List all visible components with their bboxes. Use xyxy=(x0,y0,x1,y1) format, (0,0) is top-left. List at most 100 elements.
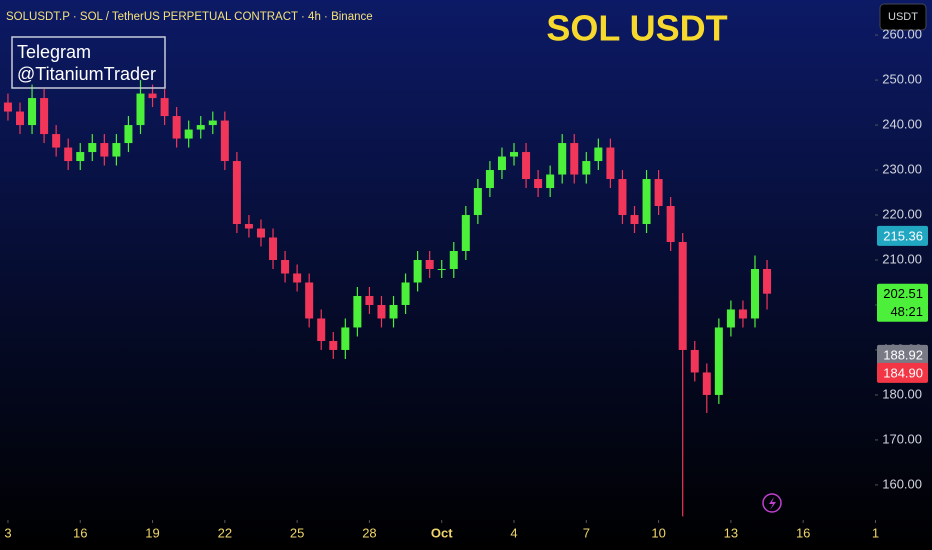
candle-body xyxy=(208,120,217,126)
candle-body xyxy=(714,327,723,395)
x-tick-label: 3 xyxy=(4,525,11,540)
candle-body xyxy=(16,111,25,126)
candle-body xyxy=(305,282,314,319)
x-tick-label: 1 xyxy=(872,525,879,540)
candle-body xyxy=(256,228,265,238)
x-tick-label: 10 xyxy=(651,525,665,540)
candle-body xyxy=(630,215,639,225)
x-tick-label: 22 xyxy=(218,525,232,540)
candle-body xyxy=(184,129,193,139)
y-tick-label: 260.00 xyxy=(882,27,922,42)
candle-body xyxy=(726,309,735,328)
candle-body xyxy=(690,349,699,373)
candle-body xyxy=(546,174,555,189)
x-tick-label: 19 xyxy=(145,525,159,540)
plot-area xyxy=(3,34,878,523)
candle-body xyxy=(124,125,133,144)
price-label-box xyxy=(877,362,928,383)
candle-body xyxy=(3,102,12,112)
alert-icon-bolt[interactable] xyxy=(769,497,776,510)
x-tick-label: 7 xyxy=(583,525,590,540)
candle-body xyxy=(522,152,531,180)
candle-body xyxy=(244,224,253,229)
candle-body xyxy=(329,340,338,350)
candle-body xyxy=(485,170,494,189)
x-tick-label: 16 xyxy=(73,525,87,540)
currency-button-label[interactable]: USDT xyxy=(888,11,918,23)
candle-body xyxy=(136,93,145,126)
y-tick-label: 180.00 xyxy=(882,386,922,401)
candle-body xyxy=(317,318,326,341)
price-label: 188.92 xyxy=(883,347,923,362)
candle-body xyxy=(570,143,579,175)
candle-body xyxy=(654,179,663,207)
candle-body xyxy=(220,120,229,162)
candle-body xyxy=(196,125,205,130)
y-tick-label: 170.00 xyxy=(882,431,922,446)
x-tick-label: 16 xyxy=(796,525,810,540)
candle-body xyxy=(437,268,446,270)
x-tick-label: 28 xyxy=(362,525,376,540)
candle-body xyxy=(377,304,386,319)
candle-body xyxy=(365,295,374,305)
chart-title: SOL USDT xyxy=(546,8,727,49)
candle-body xyxy=(425,260,434,269)
candle-body xyxy=(293,273,302,283)
y-tick-label: 230.00 xyxy=(882,161,922,176)
x-tick-label: 25 xyxy=(290,525,304,540)
candle-body xyxy=(642,179,651,225)
candle-body xyxy=(750,268,759,319)
candle-body xyxy=(473,188,482,216)
y-tick-label: 240.00 xyxy=(882,116,922,131)
candle-body xyxy=(389,304,398,319)
candle-body xyxy=(413,260,422,283)
x-tick-label: 13 xyxy=(724,525,738,540)
candle-body xyxy=(582,161,591,175)
y-tick-label: 250.00 xyxy=(882,72,922,87)
candle-body xyxy=(172,116,181,139)
x-tick-label: Oct xyxy=(431,525,453,540)
candle-body xyxy=(281,260,290,274)
candle-body xyxy=(112,143,121,157)
price-label: 215.36 xyxy=(883,228,923,243)
price-label-box xyxy=(877,283,928,322)
candle-body xyxy=(449,251,458,269)
y-tick-label: 160.00 xyxy=(882,476,922,491)
candle-body xyxy=(558,143,567,175)
candle-body xyxy=(100,143,109,157)
annotation-box xyxy=(11,36,166,89)
candle-body xyxy=(763,268,772,294)
alert-icon[interactable] xyxy=(762,493,782,513)
y-tick-label: 210.00 xyxy=(882,251,922,266)
candle-body xyxy=(160,98,169,117)
candle-body xyxy=(52,134,61,148)
currency-button[interactable] xyxy=(879,3,927,31)
candle-body xyxy=(232,161,241,225)
candle-body xyxy=(269,237,278,260)
candle-body xyxy=(341,327,350,350)
candle-body xyxy=(461,215,470,252)
candle-body xyxy=(618,179,627,216)
annotation-line: Telegram xyxy=(17,42,91,62)
candle-body xyxy=(666,206,675,243)
price-label-box xyxy=(877,344,928,365)
candle-body xyxy=(606,147,615,180)
candle-body xyxy=(76,152,85,162)
candle-body xyxy=(148,93,157,99)
candle-body xyxy=(738,309,747,319)
candle-body xyxy=(678,242,687,350)
annotation-line: @TitaniumTrader xyxy=(17,64,156,84)
candle-body xyxy=(534,179,543,189)
candle-body xyxy=(702,372,711,395)
candle-body xyxy=(40,98,49,135)
candle-body xyxy=(64,147,73,162)
candle-body xyxy=(401,282,410,305)
countdown: 48:21 xyxy=(890,304,923,319)
candle-body xyxy=(28,98,37,126)
symbol-header: SOLUSDT.P · SOL / TetherUS PERPETUAL CON… xyxy=(6,11,373,23)
candle-body xyxy=(353,295,362,328)
price-label-box xyxy=(877,225,928,246)
